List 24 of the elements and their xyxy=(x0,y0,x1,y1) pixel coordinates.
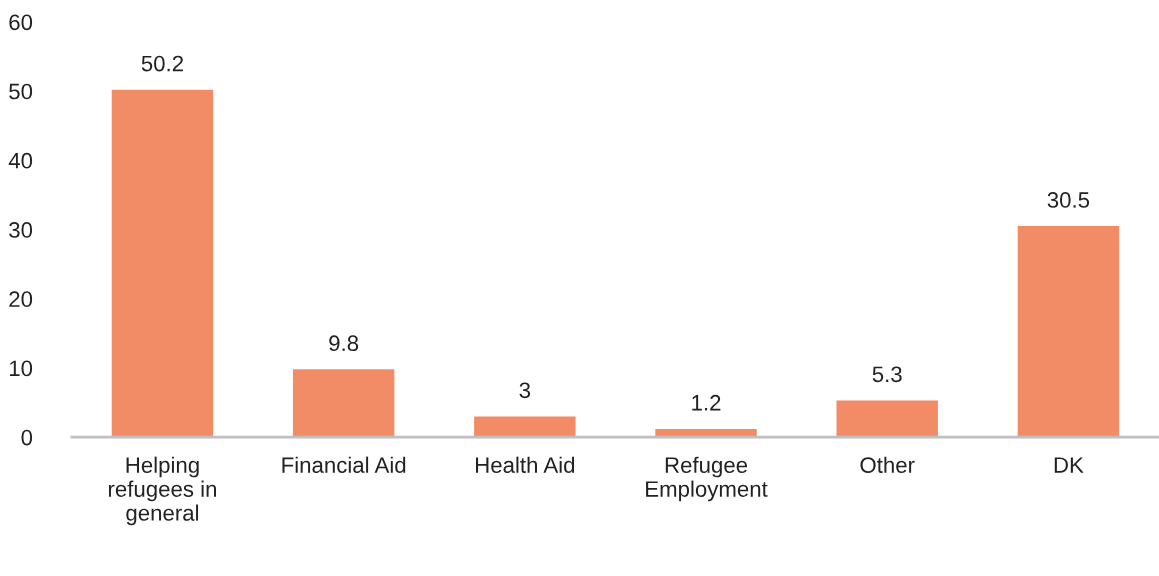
x-tick-label: Refugee Employment xyxy=(646,456,768,502)
data-label: 9.8 xyxy=(329,335,359,352)
y-tick-label: 20 xyxy=(9,291,33,308)
bar xyxy=(111,89,214,438)
y-tick-label: 60 xyxy=(9,14,33,31)
bar xyxy=(474,416,576,438)
bar xyxy=(836,400,938,438)
x-tick-label: Helping refugees in general xyxy=(108,456,216,526)
data-label: 50.2 xyxy=(141,55,183,72)
data-label: 30.5 xyxy=(1047,192,1090,208)
x-tick-label: Health Aid xyxy=(476,456,575,473)
y-tick-label: 10 xyxy=(9,360,33,377)
y-tick-label: 0 xyxy=(21,429,33,446)
x-tick-label: Financial Aid xyxy=(282,456,406,473)
bar xyxy=(292,369,395,438)
data-label: 1.2 xyxy=(692,394,721,411)
x-tick-label: DK xyxy=(1054,457,1084,473)
x-tick-label: Other xyxy=(860,456,915,473)
y-tick-label: 40 xyxy=(8,152,33,169)
data-label: 5.3 xyxy=(872,366,902,383)
y-tick-label: 30 xyxy=(9,222,33,238)
data-label: 3 xyxy=(519,382,531,399)
y-tick-label: 50 xyxy=(9,83,33,100)
bar xyxy=(1017,226,1120,438)
